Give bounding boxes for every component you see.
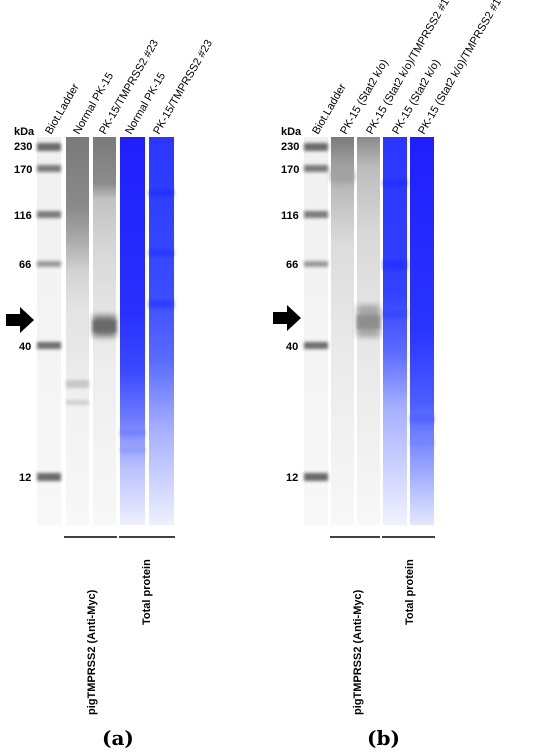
marker-b-66: 66	[286, 259, 298, 271]
kda-label-b: kDa	[281, 126, 302, 138]
marker-a-12: 12	[19, 472, 31, 484]
group-label-b-antimyc: pigTMPRSS2 (Anti-Myc)	[352, 589, 364, 715]
marker-a-40: 40	[19, 341, 31, 353]
lane-a-ladder	[37, 137, 61, 525]
marker-b-170: 170	[281, 164, 299, 176]
group-label-a-total: Total protein	[141, 559, 153, 625]
arrow-right-icon	[6, 307, 34, 333]
panel-b: Biot.Ladder PK-15 (Stat2 k/o) PK-15 (Sta…	[273, 0, 507, 750]
lane-b-ladder	[304, 137, 328, 525]
kda-label-a: kDa	[14, 126, 35, 138]
lane-a-total-1	[120, 137, 145, 525]
marker-a-230: 230	[14, 141, 32, 153]
arrow-right-icon	[273, 305, 301, 331]
caption-b: (b)	[367, 726, 400, 750]
lane-a-normal-pk15	[66, 137, 89, 525]
marker-a-116: 116	[14, 210, 32, 222]
marker-a-66: 66	[19, 259, 31, 271]
marker-b-40: 40	[286, 341, 298, 353]
panel-a: Biot.Ladder Normal PK-15 PK-15/TMPRSS2 #…	[6, 38, 215, 750]
lane-b-total-1	[383, 137, 407, 525]
lane-a-total-2	[149, 137, 174, 525]
lane-b-total-2	[410, 137, 434, 525]
lane-a-tmprss2-23	[93, 137, 116, 525]
marker-b-230: 230	[281, 141, 299, 153]
marker-b-12: 12	[286, 472, 298, 484]
group-label-b-total: Total protein	[404, 559, 416, 625]
lane-b-stat2-ko	[331, 137, 354, 525]
marker-a-170: 170	[14, 164, 32, 176]
lane-b-stat2-ko-tmprss2-15	[357, 137, 380, 525]
marker-b-116: 116	[281, 210, 299, 222]
group-label-a-antimyc: pigTMPRSS2 (Anti-Myc)	[86, 589, 98, 715]
caption-a: (a)	[102, 726, 134, 750]
